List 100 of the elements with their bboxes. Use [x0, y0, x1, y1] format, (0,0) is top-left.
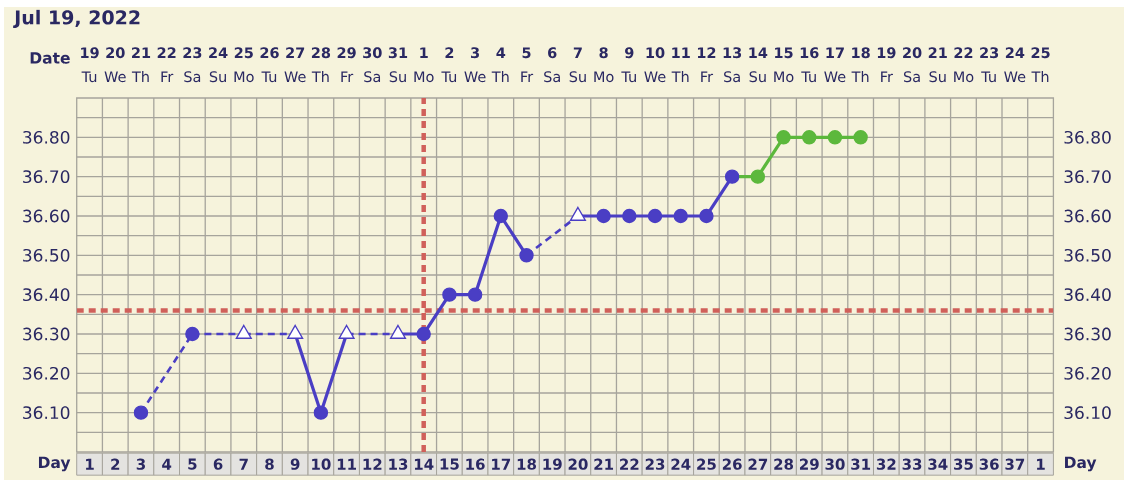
y2-tick-label: 36.80	[1064, 130, 1111, 144]
x2-tick-label: 28 Th	[311, 47, 331, 82]
x2-tick-label: 20 Sa	[903, 47, 922, 83]
x-tick-label: 3	[136, 458, 145, 470]
x-tick-label: 7	[239, 458, 248, 470]
point	[519, 248, 534, 263]
x2-tick-label: 19 Tu	[81, 47, 99, 83]
x-tick-label: 5	[188, 458, 197, 470]
x-tick-label: 25	[697, 458, 716, 470]
x2-tick-label: 23 Sa	[183, 47, 202, 83]
x2-tick-label: 14 Su	[749, 47, 768, 83]
x-tick-label: 8	[265, 458, 274, 470]
x-tick-label: 28	[774, 458, 794, 470]
point	[827, 130, 843, 145]
x2-tick-label: 4 Th	[491, 47, 509, 82]
x2-tick-label: 21 Th	[131, 47, 151, 82]
x-tick-label: 10	[312, 458, 331, 470]
x-tick-label: 27	[748, 458, 768, 470]
point	[133, 405, 149, 420]
x2-tick-label: 23 Tu	[980, 47, 999, 83]
x2-tick-label: 24 We	[1004, 47, 1026, 83]
x-tick-label: 29	[799, 458, 819, 470]
x2-tick-label: 27 We	[284, 47, 306, 83]
x2-tick-label: 19 Fr	[877, 47, 896, 82]
x-tick-label: 18	[517, 458, 537, 470]
y2-tick-label: 36.20	[1064, 366, 1111, 380]
x-tick-label: 32	[876, 458, 896, 470]
point	[442, 287, 457, 302]
x-tick-label: 20	[568, 458, 588, 470]
chart-title: Jul 19, 2022	[13, 9, 140, 29]
point	[853, 130, 868, 145]
x-tick-label: 31	[851, 458, 871, 470]
y-tick-label: 36.40	[23, 288, 70, 302]
y2-tick-label: 36.10	[1064, 406, 1111, 420]
x-tick-label: 13	[389, 458, 408, 470]
point	[467, 287, 483, 302]
x-tick-label: 17	[492, 458, 511, 470]
y2-tick-label: 36.60	[1064, 209, 1111, 223]
x2-tick-label: 20 We	[104, 47, 126, 83]
x2-tick-label: 21 Su	[928, 47, 947, 83]
x2-tick-label: 22 Fr	[157, 47, 176, 82]
point	[313, 405, 329, 420]
x-tick-label: 14	[414, 458, 434, 470]
x-tick-label: 2	[111, 458, 120, 470]
x2-tick-label: 31 Su	[388, 47, 408, 83]
x-tick-label: 23	[645, 458, 665, 470]
x-tick-label: 4	[162, 458, 172, 470]
y-tick-label: 36.70	[23, 170, 70, 184]
x2-tick-label: 30 Sa	[363, 47, 382, 83]
x2-tick-label: 24 Su	[209, 47, 228, 83]
text: Day	[1065, 456, 1097, 472]
point	[802, 130, 817, 145]
x-tick-label: 36	[979, 458, 999, 470]
point	[185, 326, 200, 342]
point	[416, 326, 431, 342]
y2-tick-label: 36.40	[1064, 288, 1111, 302]
x2-tick-label: 18 Th	[851, 47, 870, 82]
x-tick-label: 9	[290, 458, 300, 470]
x-tick-label: 35	[954, 458, 973, 470]
y-tick-label: 36.80	[23, 130, 70, 144]
y-tick-label: 36.60	[23, 209, 70, 223]
point	[493, 208, 509, 224]
x-tick-label: 16	[466, 458, 485, 470]
point	[724, 169, 740, 184]
x-tick-label: 6	[213, 458, 223, 470]
x-tick-label: 12	[363, 458, 382, 470]
x2-tick-label: 11 Th	[671, 47, 690, 82]
x2-tick-label: 25 Th	[1031, 47, 1050, 82]
x2-tick-label: 17 We	[824, 47, 846, 83]
y-tick-label: 36.50	[23, 248, 70, 262]
y2-tick-label: 36.30	[1064, 327, 1111, 341]
y-tick-label: 36.30	[23, 327, 70, 341]
point	[647, 208, 663, 224]
x2-tick-label: 22 Mo	[954, 47, 974, 83]
x2-tick-label: 26 Tu	[260, 47, 279, 83]
x2-tick-label: 15 Mo	[774, 47, 794, 83]
x-tick-label: 34	[928, 458, 948, 470]
x2-tick-label: 29 Fr	[337, 47, 356, 82]
point	[776, 130, 791, 145]
x-tick-label: 11	[337, 458, 356, 470]
y-tick-label: 36.20	[23, 366, 70, 380]
x-tick-label: 24	[671, 458, 691, 470]
x2-tick-label: 16 Tu	[800, 47, 819, 83]
point	[699, 208, 714, 224]
x2-tick-label: 10 We	[644, 47, 666, 83]
x-tick-label: 1	[86, 458, 94, 470]
x2-tick-label: 3 We	[464, 47, 486, 83]
x2-tick-label: 13 Sa	[723, 47, 742, 83]
y-tick-label: 36.10	[23, 406, 70, 420]
x2-tick-label: 5 Fr	[521, 47, 534, 82]
point	[750, 169, 766, 184]
x2-tick-label: 7 Su	[569, 47, 586, 83]
x-tick-label: 22	[620, 458, 639, 470]
x2-tick-label: 1 Mo	[414, 47, 434, 83]
x2-tick-label: 6 Sa	[544, 47, 560, 83]
x-tick-label: 15	[440, 458, 459, 470]
point	[596, 208, 611, 224]
x-tick-label: 37	[1005, 458, 1025, 470]
x-axis-title: Day	[38, 456, 71, 472]
x-tick-label: 1	[1037, 458, 1045, 470]
